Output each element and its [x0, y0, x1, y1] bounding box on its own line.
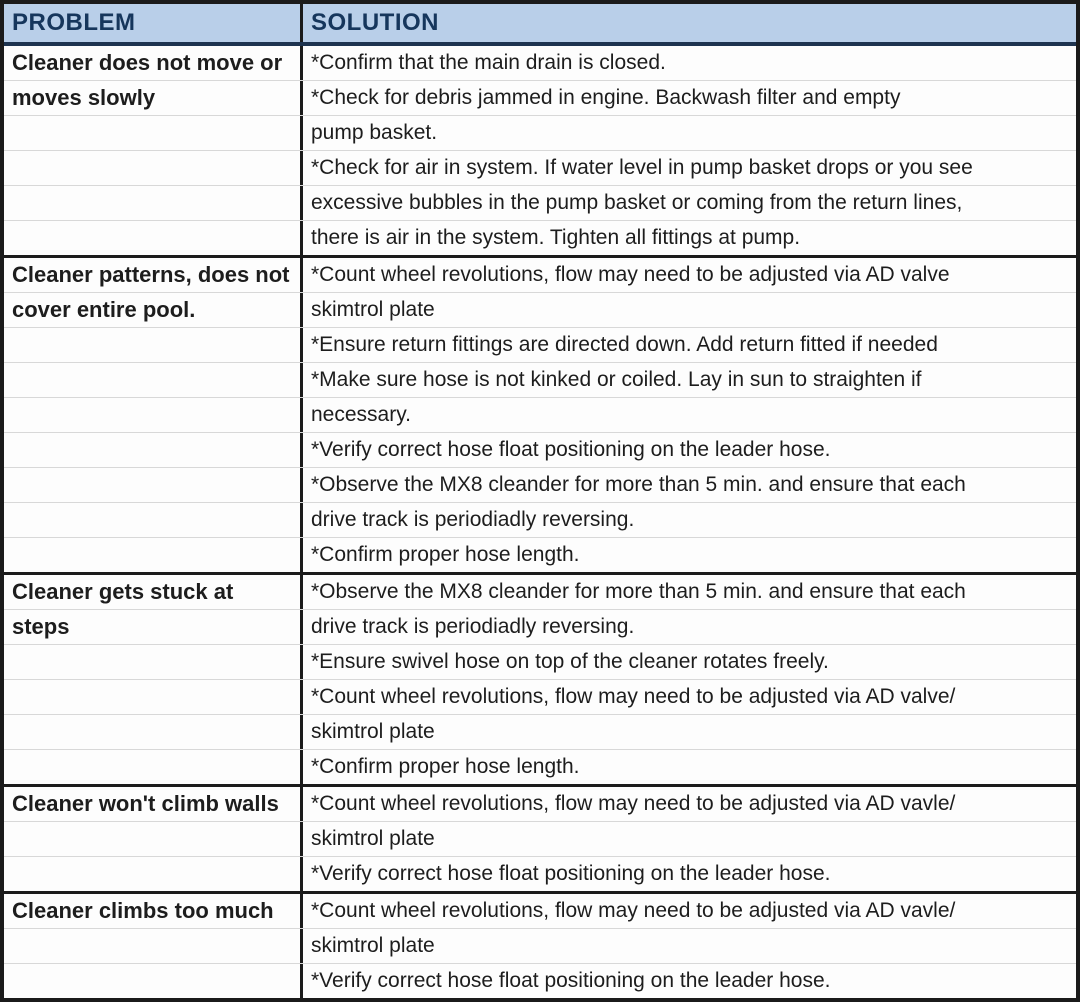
- solution-cell: *Verify correct hose float positioning o…: [311, 969, 831, 992]
- table-line-row: moves slowly *Check for debris jammed in …: [4, 81, 1076, 116]
- table-row-group: Cleaner gets stuck at *Observe the MX8 cl…: [4, 575, 1076, 787]
- table-line-row: *Verify correct hose float positioning o…: [4, 433, 1076, 468]
- table-line-row: *Ensure swivel hose on top of the cleane…: [4, 645, 1076, 680]
- solution-cell: *Count wheel revolutions, flow may need …: [311, 792, 956, 815]
- problem-cell: [4, 116, 303, 150]
- table-line-row: excessive bubbles in the pump basket or …: [4, 186, 1076, 221]
- table-line-row: skimtrol plate: [4, 929, 1076, 964]
- problem-cell: [4, 929, 303, 963]
- table-row-group: Cleaner won't climb walls *Count wheel re…: [4, 787, 1076, 894]
- table-line-row: necessary.: [4, 398, 1076, 433]
- table-line-row: Cleaner climbs too much *Count wheel revo…: [4, 894, 1076, 929]
- problem-cell: moves slowly: [4, 81, 303, 115]
- problem-cell: [4, 186, 303, 220]
- solution-cell: *Verify correct hose float positioning o…: [311, 862, 831, 885]
- solution-cell: *Observe the MX8 cleander for more than …: [311, 580, 966, 603]
- solution-cell: *Ensure return fittings are directed dow…: [311, 333, 938, 356]
- problem-cell: Cleaner climbs too much: [4, 894, 303, 928]
- solution-cell: *Count wheel revolutions, flow may need …: [311, 899, 956, 922]
- table-line-row: *Verify correct hose float positioning o…: [4, 857, 1076, 891]
- problem-cell: [4, 857, 303, 891]
- table-line-row: *Confirm proper hose length.: [4, 750, 1076, 784]
- table-row-group: Cleaner climbs too much *Count wheel revo…: [4, 894, 1076, 998]
- solution-cell: *Confirm proper hose length.: [311, 755, 580, 778]
- problem-cell: Cleaner patterns, does not: [4, 258, 303, 292]
- problem-cell: [4, 822, 303, 856]
- problem-cell: [4, 538, 303, 572]
- problem-cell: [4, 151, 303, 185]
- solution-cell: skimtrol plate: [311, 934, 435, 957]
- table-line-row: drive track is periodiadly reversing.: [4, 503, 1076, 538]
- problem-cell: [4, 750, 303, 784]
- table-line-row: *Count wheel revolutions, flow may need …: [4, 680, 1076, 715]
- solution-cell: pump basket.: [311, 121, 438, 144]
- table-line-row: cover entire pool. skimtrol plate: [4, 293, 1076, 328]
- problem-cell: [4, 645, 303, 679]
- solution-cell: *Ensure swivel hose on top of the cleane…: [311, 650, 829, 673]
- table-body: Cleaner does not move or *Confirm that th…: [4, 46, 1076, 998]
- solution-cell: *Check for air in system. If water level…: [311, 156, 973, 179]
- table-line-row: Cleaner gets stuck at *Observe the MX8 cl…: [4, 575, 1076, 610]
- table-line-row: pump basket.: [4, 116, 1076, 151]
- problem-cell: cover entire pool.: [4, 293, 303, 327]
- solution-cell: *Check for debris jammed in engine. Back…: [311, 86, 901, 109]
- problem-cell: [4, 328, 303, 362]
- problem-cell: [4, 433, 303, 467]
- table-line-row: Cleaner won't climb walls *Count wheel re…: [4, 787, 1076, 822]
- solution-cell: *Confirm proper hose length.: [311, 543, 580, 566]
- solution-column-header: SOLUTION: [311, 9, 439, 36]
- solution-cell: *Verify correct hose float positioning o…: [311, 438, 831, 461]
- table-row-group: Cleaner patterns, does not *Count wheel r…: [4, 258, 1076, 575]
- problem-cell: [4, 221, 303, 255]
- table-line-row: *Observe the MX8 cleander for more than …: [4, 468, 1076, 503]
- problem-cell: [4, 468, 303, 502]
- solution-cell: *Count wheel revolutions, flow may need …: [311, 263, 950, 286]
- table-line-row: steps drive track is periodiadly reversin…: [4, 610, 1076, 645]
- solution-cell: skimtrol plate: [311, 298, 435, 321]
- table-line-row: *Check for air in system. If water level…: [4, 151, 1076, 186]
- problem-cell: [4, 363, 303, 397]
- solution-cell: there is air in the system. Tighten all …: [311, 226, 801, 249]
- problem-cell: [4, 503, 303, 537]
- solution-cell: drive track is periodiadly reversing.: [311, 615, 635, 638]
- problem-column-header: PROBLEM: [4, 4, 303, 42]
- table-row-group: Cleaner does not move or *Confirm that th…: [4, 46, 1076, 258]
- table-line-row: skimtrol plate: [4, 822, 1076, 857]
- problem-cell: Cleaner does not move or: [4, 46, 303, 80]
- table-line-row: there is air in the system. Tighten all …: [4, 221, 1076, 255]
- solution-cell: drive track is periodiadly reversing.: [311, 508, 635, 531]
- table-line-row: skimtrol plate: [4, 715, 1076, 750]
- problem-cell: Cleaner won't climb walls: [4, 787, 303, 821]
- table-line-row: *Verify correct hose float positioning o…: [4, 964, 1076, 998]
- table-line-row: *Ensure return fittings are directed dow…: [4, 328, 1076, 363]
- table-line-row: Cleaner does not move or *Confirm that th…: [4, 46, 1076, 81]
- problem-cell: [4, 715, 303, 749]
- solution-cell: skimtrol plate: [311, 720, 435, 743]
- solution-cell: *Observe the MX8 cleander for more than …: [311, 473, 966, 496]
- problem-cell: [4, 680, 303, 714]
- table-header-row: PROBLEM SOLUTION: [4, 4, 1076, 46]
- problem-cell: steps: [4, 610, 303, 644]
- problem-cell: Cleaner gets stuck at: [4, 575, 303, 609]
- solution-cell: *Make sure hose is not kinked or coiled.…: [311, 368, 922, 391]
- solution-cell: *Confirm that the main drain is closed.: [311, 51, 666, 74]
- problem-cell: [4, 398, 303, 432]
- table-line-row: *Make sure hose is not kinked or coiled.…: [4, 363, 1076, 398]
- solution-cell: skimtrol plate: [311, 827, 435, 850]
- solution-cell: excessive bubbles in the pump basket or …: [311, 191, 963, 214]
- table-line-row: *Confirm proper hose length.: [4, 538, 1076, 572]
- problem-cell: [4, 964, 303, 998]
- solution-cell: *Count wheel revolutions, flow may need …: [311, 685, 956, 708]
- solution-cell: necessary.: [311, 403, 411, 426]
- table-line-row: Cleaner patterns, does not *Count wheel r…: [4, 258, 1076, 293]
